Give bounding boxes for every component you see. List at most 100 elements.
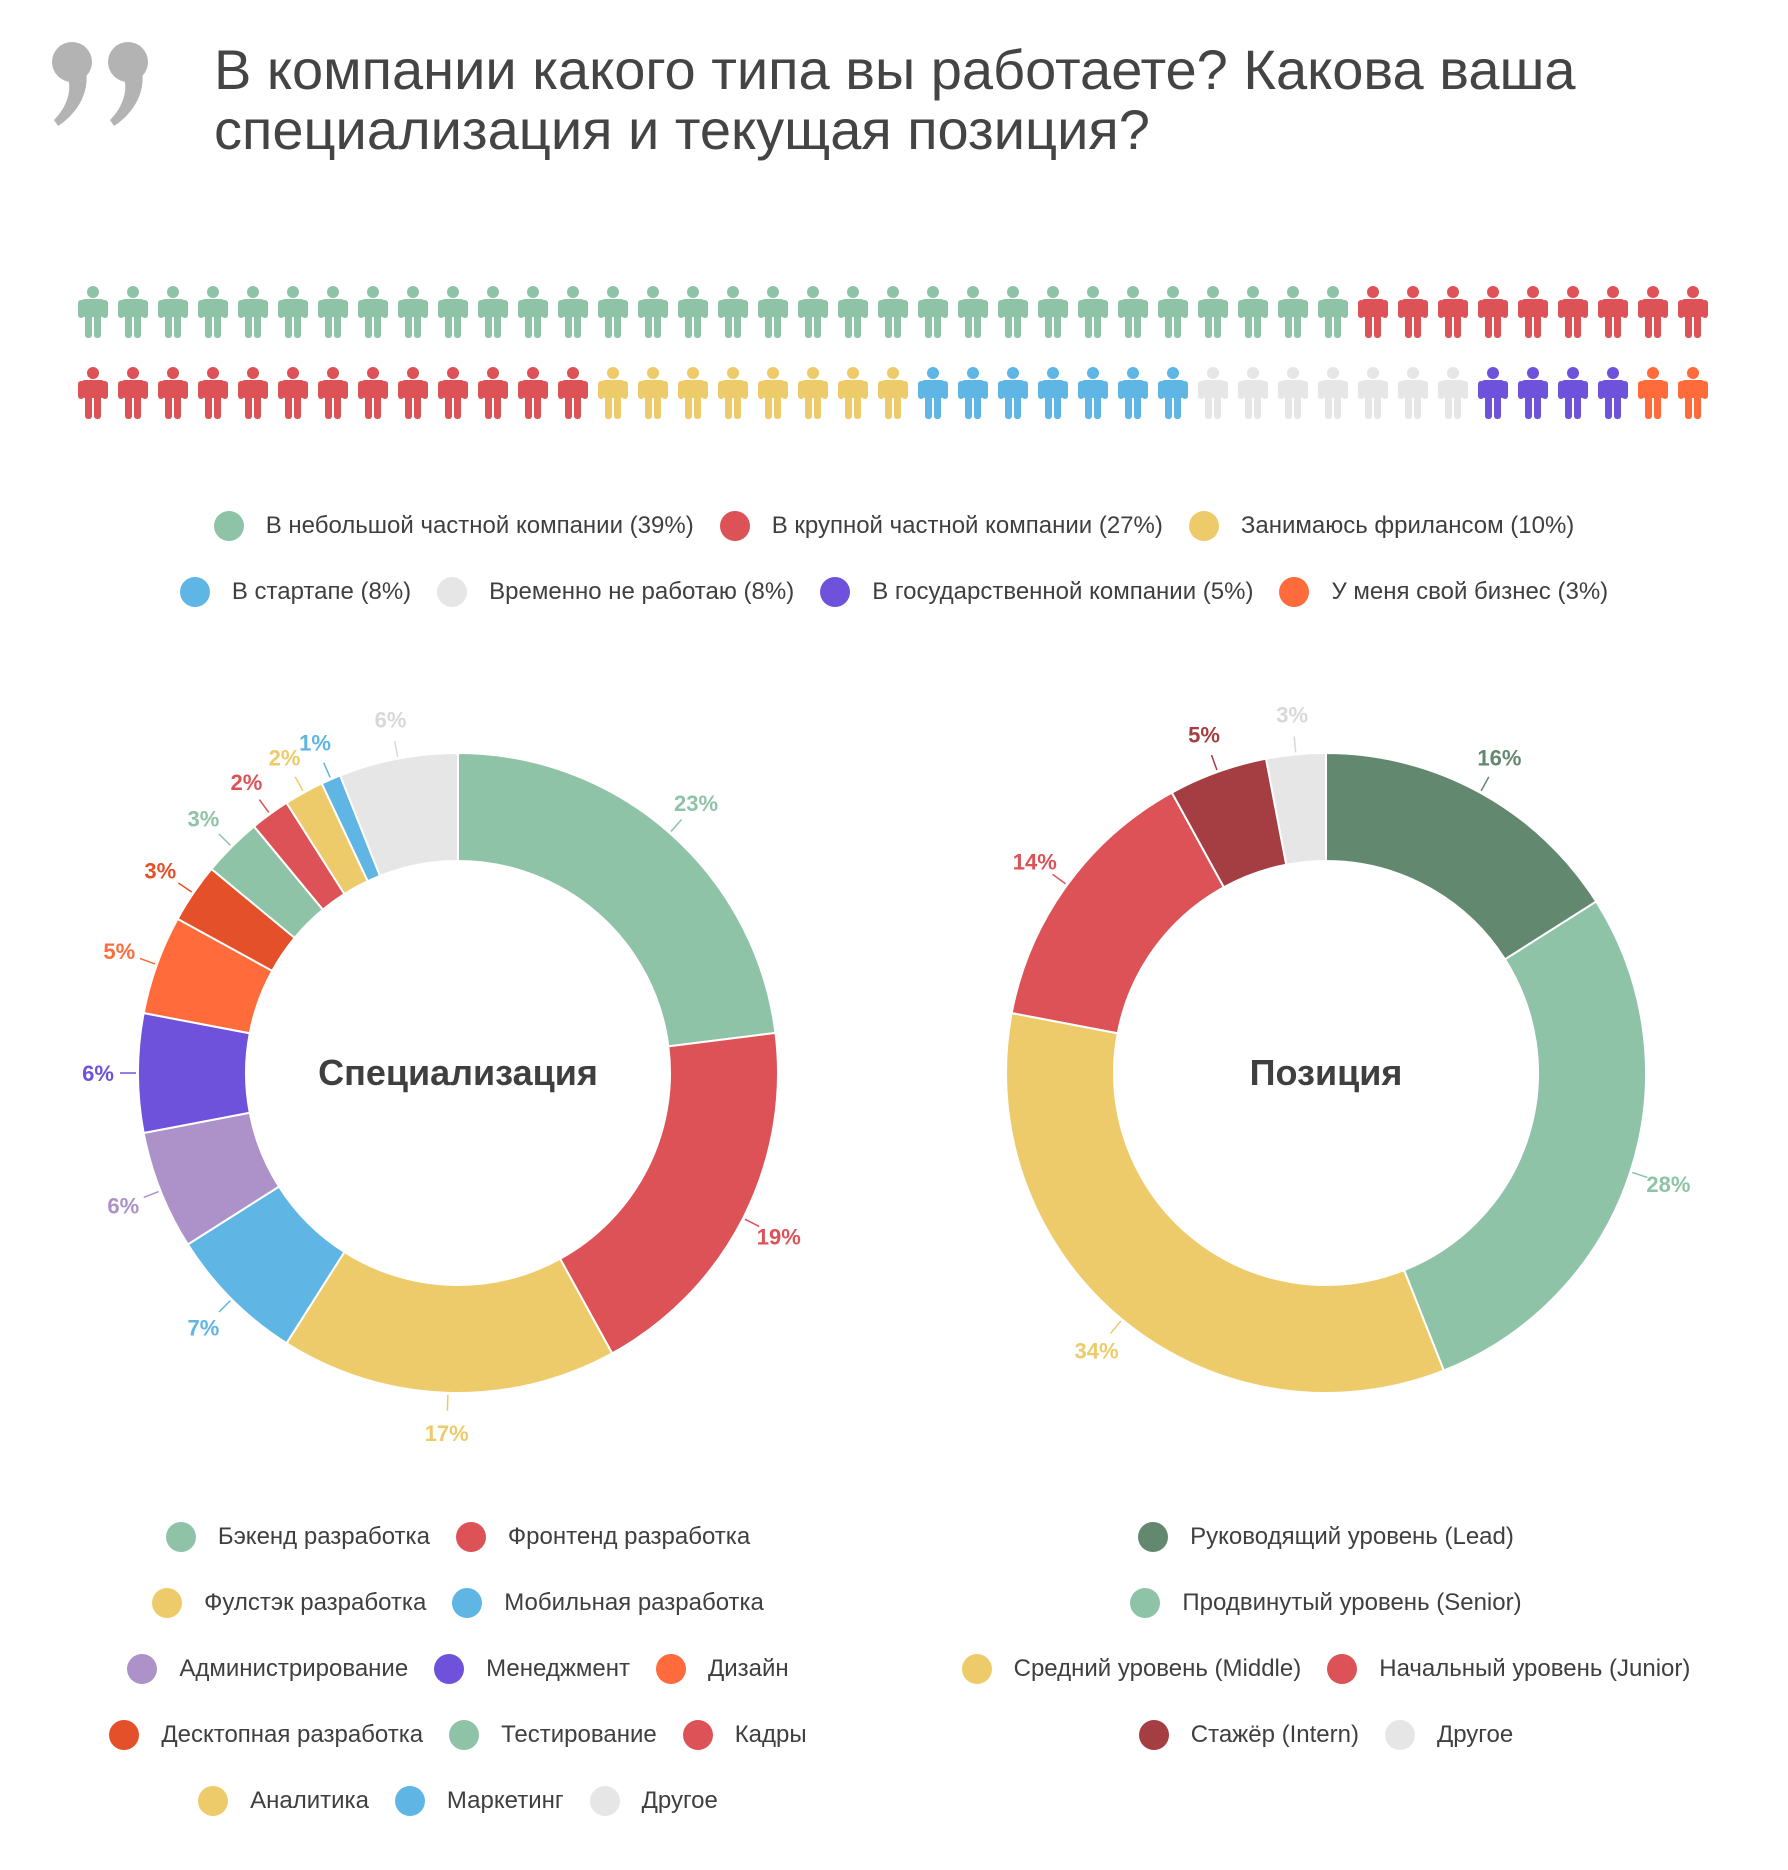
legend-label: Временно не работаю (8%) (489, 578, 795, 605)
person-icon (998, 286, 1028, 338)
chart-title: Позиция (1250, 1052, 1403, 1093)
person-icon (238, 367, 268, 419)
legend-item: В крупной частной компании (27%) (719, 511, 1163, 541)
person-icon (1038, 367, 1068, 419)
data-label: 16% (1477, 746, 1521, 771)
person-icon (1318, 286, 1348, 338)
donut-slice (1402, 900, 1647, 1372)
legend-swatch (682, 1720, 713, 1750)
person-icon (1038, 286, 1068, 338)
legend-label: Аналитика (250, 1787, 369, 1814)
legend-row: Администрирование Менеджмент Дизайн (0, 1654, 1258, 1684)
legend-swatch (589, 1786, 620, 1816)
leader-line (178, 882, 193, 893)
person-icon (278, 367, 308, 419)
legend-label: Стажёр (Intern) (1190, 1721, 1359, 1748)
legend-label: Тестирование (501, 1721, 657, 1748)
person-icon (198, 286, 228, 338)
legend-item: Десктопная разработка (109, 1720, 423, 1750)
legend-label: Дизайн (708, 1655, 789, 1682)
legend-item: Временно не работаю (8%) (437, 577, 794, 607)
legend-label: Мобильная разработка (504, 1589, 764, 1616)
person-icon (1678, 286, 1708, 338)
person-icon (838, 286, 868, 338)
person-icon (78, 286, 108, 338)
leader-line (744, 1218, 760, 1228)
legend-swatch (961, 1654, 992, 1684)
legend-swatch (1130, 1588, 1161, 1618)
donut-slice (457, 751, 777, 1048)
legend-item: Стажёр (Intern) (1138, 1720, 1359, 1750)
person-icon (878, 286, 908, 338)
legend-row: Руководящий уровень (Lead) (526, 1522, 1788, 1552)
person-icon (118, 367, 148, 419)
person-icon (438, 367, 468, 419)
person-icon (198, 367, 228, 419)
legend-item: Аналитика (198, 1786, 369, 1816)
legend-swatch (449, 1720, 480, 1750)
person-icon (638, 286, 668, 338)
person-icon (1518, 367, 1548, 419)
person-icon (798, 286, 828, 338)
person-icon (438, 286, 468, 338)
data-label: 14% (1013, 849, 1057, 874)
person-icon (758, 367, 788, 419)
person-icon (1638, 367, 1668, 419)
page-title: В компании какого типа вы работаете? Как… (214, 38, 1576, 161)
legend-label: Начальный уровень (Junior) (1379, 1655, 1691, 1682)
legend-item: Другое (1384, 1720, 1513, 1750)
legend-swatch (109, 1720, 140, 1750)
person-icon (358, 286, 388, 338)
data-label: 7% (188, 1316, 220, 1341)
leader-line (446, 1394, 449, 1411)
legend-item: Фулстэк разработка (152, 1588, 426, 1618)
leader-line (218, 833, 231, 846)
legend-row: Аналитика Маркетинг Другое (0, 1786, 1258, 1816)
data-label: 17% (425, 1421, 469, 1446)
person-icon (918, 367, 948, 419)
legend-label: У меня свой бизнес (3%) (1331, 578, 1609, 605)
person-icon (1638, 286, 1668, 338)
legend-label: Фронтенд разработка (507, 1523, 751, 1550)
person-icon (598, 367, 628, 419)
legend-row: В небольшой частной компании (39%) В круп… (94, 511, 1694, 541)
legend-label: Менеджмент (486, 1655, 631, 1682)
leader-line (218, 1300, 231, 1313)
person-icon (1478, 367, 1508, 419)
person-icon (478, 367, 508, 419)
person-icon (1478, 286, 1508, 338)
person-icon (1558, 367, 1588, 419)
people-row-2 (78, 367, 1718, 419)
legend-item: Руководящий уровень (Lead) (1138, 1522, 1514, 1552)
legend-label: Маркетинг (446, 1787, 564, 1814)
legend-item: Средний уровень (Middle) (961, 1654, 1301, 1684)
person-icon (678, 367, 708, 419)
person-icon (518, 286, 548, 338)
person-icon (398, 286, 428, 338)
legend-label: В небольшой частной компании (39%) (265, 512, 694, 539)
legend-swatch (127, 1654, 158, 1684)
data-label: 3% (144, 859, 176, 884)
person-icon (958, 286, 988, 338)
person-icon (1278, 286, 1308, 338)
person-icon (1358, 367, 1388, 419)
legend-swatch (455, 1522, 486, 1552)
donut-slice (558, 1031, 779, 1355)
donut-slice (1264, 751, 1327, 866)
data-label: 34% (1075, 1338, 1119, 1363)
data-label: 6% (375, 707, 407, 732)
person-icon (478, 286, 508, 338)
person-icon (1238, 286, 1268, 338)
quote-icon (50, 40, 160, 135)
person-icon (1078, 286, 1108, 338)
person-icon (1198, 286, 1228, 338)
person-icon (1278, 367, 1308, 419)
person-icon (1678, 367, 1708, 419)
person-icon (1358, 286, 1388, 338)
legend-label: Фулстэк разработка (204, 1589, 427, 1616)
legend-row: Продвинутый уровень (Senior) (526, 1588, 1788, 1618)
person-icon (758, 286, 788, 338)
legend-swatch (394, 1786, 425, 1816)
person-icon (1078, 367, 1108, 419)
